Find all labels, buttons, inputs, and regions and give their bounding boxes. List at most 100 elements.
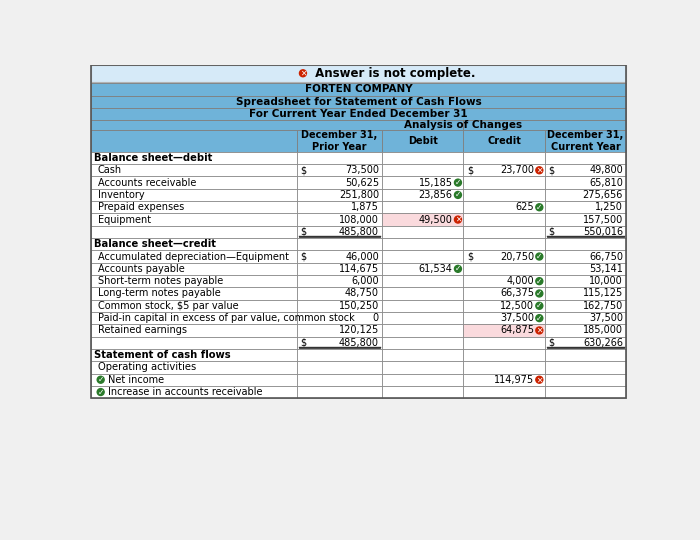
Circle shape — [536, 204, 542, 211]
Text: 275,656: 275,656 — [582, 190, 623, 200]
Text: 73,500: 73,500 — [345, 165, 379, 176]
Bar — [545, 374, 626, 386]
Bar — [545, 300, 626, 312]
Text: Accumulated depreciation—Equipment: Accumulated depreciation—Equipment — [97, 252, 288, 261]
Bar — [382, 251, 463, 262]
Bar — [463, 262, 545, 275]
Bar — [92, 287, 297, 300]
Text: $: $ — [549, 227, 554, 237]
Text: 50,625: 50,625 — [345, 178, 379, 187]
Bar — [92, 189, 297, 201]
Bar — [92, 361, 297, 374]
Text: ✓: ✓ — [536, 314, 542, 322]
Bar — [92, 130, 297, 152]
Text: 115,125: 115,125 — [583, 288, 623, 299]
Text: Increase in accounts receivable: Increase in accounts receivable — [108, 387, 263, 397]
Text: $: $ — [300, 252, 307, 261]
Text: Credit: Credit — [487, 136, 521, 146]
Bar — [463, 201, 545, 213]
Bar — [382, 374, 463, 386]
Bar — [297, 189, 382, 201]
Bar — [382, 275, 463, 287]
Text: $: $ — [549, 338, 554, 348]
Bar — [297, 201, 382, 213]
Bar — [545, 386, 626, 398]
Bar — [463, 251, 545, 262]
Bar — [92, 336, 297, 349]
Text: Long-term notes payable: Long-term notes payable — [97, 288, 220, 299]
Bar — [92, 152, 297, 164]
Bar — [92, 374, 297, 386]
Circle shape — [97, 376, 104, 383]
Bar — [297, 386, 382, 398]
Bar — [297, 312, 382, 325]
Bar — [297, 287, 382, 300]
Text: Net income: Net income — [108, 375, 164, 384]
Bar — [92, 65, 626, 82]
Text: ✕: ✕ — [300, 69, 306, 78]
Text: $: $ — [300, 338, 307, 348]
Circle shape — [454, 192, 461, 198]
Text: $: $ — [549, 165, 554, 176]
Bar — [92, 238, 297, 251]
Bar — [297, 325, 382, 336]
Text: Common stock, $5 par value: Common stock, $5 par value — [97, 301, 238, 311]
Bar — [92, 120, 626, 130]
Circle shape — [536, 376, 542, 383]
Text: ✓: ✓ — [455, 191, 461, 199]
Text: $: $ — [468, 252, 473, 261]
Text: 53,141: 53,141 — [589, 264, 623, 274]
Bar — [92, 312, 297, 325]
Bar — [545, 152, 626, 164]
Bar — [463, 374, 545, 386]
Text: December 31,
Prior Year: December 31, Prior Year — [301, 130, 377, 152]
Bar — [545, 164, 626, 177]
Text: ✕: ✕ — [455, 215, 461, 224]
Bar — [382, 287, 463, 300]
Bar — [382, 312, 463, 325]
Text: 0: 0 — [373, 313, 379, 323]
Bar — [297, 349, 382, 361]
Bar — [92, 226, 297, 238]
Text: 114,975: 114,975 — [494, 375, 534, 384]
Bar — [545, 177, 626, 189]
Text: 15,185: 15,185 — [419, 178, 452, 187]
Circle shape — [536, 278, 542, 285]
Bar — [92, 83, 626, 96]
Text: 485,800: 485,800 — [339, 338, 379, 348]
Bar — [92, 164, 297, 177]
Text: 61,534: 61,534 — [419, 264, 452, 274]
Text: ✓: ✓ — [536, 252, 542, 261]
Text: Accounts payable: Accounts payable — [97, 264, 184, 274]
Text: Prepaid expenses: Prepaid expenses — [97, 202, 184, 212]
Text: 157,500: 157,500 — [583, 214, 623, 225]
Bar — [297, 130, 382, 152]
Bar — [92, 213, 297, 226]
Text: 37,500: 37,500 — [500, 313, 534, 323]
Bar — [463, 130, 545, 152]
Bar — [545, 201, 626, 213]
Circle shape — [454, 216, 461, 223]
Bar — [92, 65, 626, 398]
Bar — [92, 96, 626, 108]
Text: 23,700: 23,700 — [500, 165, 534, 176]
Text: Inventory: Inventory — [97, 190, 144, 200]
Text: 12,500: 12,500 — [500, 301, 534, 311]
Text: ✓: ✓ — [97, 388, 104, 396]
Bar — [297, 238, 382, 251]
Bar — [545, 287, 626, 300]
Bar — [92, 325, 297, 336]
Bar — [297, 300, 382, 312]
Text: 108,000: 108,000 — [339, 214, 379, 225]
Text: 64,875: 64,875 — [500, 326, 534, 335]
Text: ✕: ✕ — [536, 375, 542, 384]
Bar — [463, 213, 545, 226]
Bar — [463, 349, 545, 361]
Text: Analysis of Changes: Analysis of Changes — [405, 120, 522, 130]
Text: ✓: ✓ — [97, 375, 104, 384]
Bar — [463, 386, 545, 398]
Bar — [545, 238, 626, 251]
Circle shape — [536, 253, 542, 260]
Bar — [382, 201, 463, 213]
Text: 485,800: 485,800 — [339, 227, 379, 237]
